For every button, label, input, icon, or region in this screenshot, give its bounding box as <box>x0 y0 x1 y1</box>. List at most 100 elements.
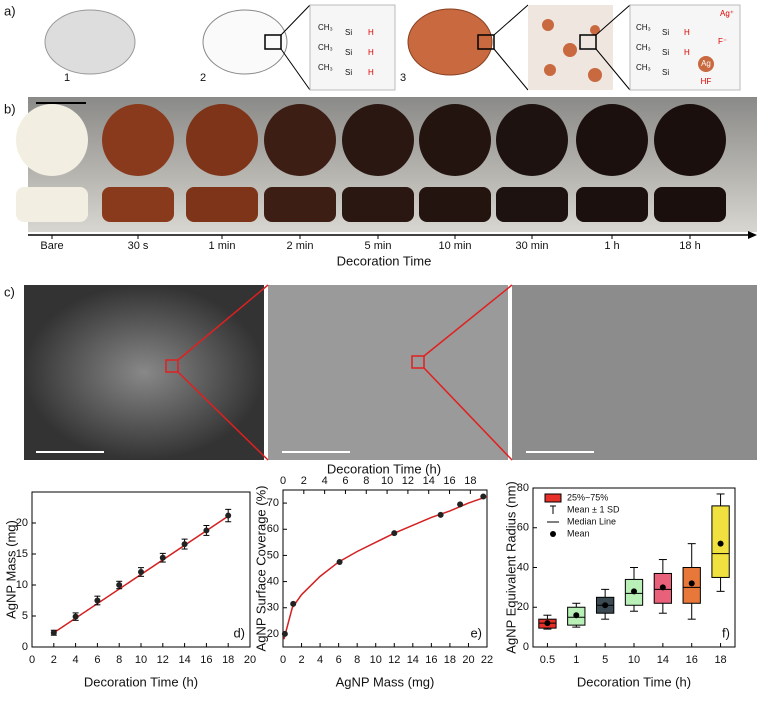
legend-swatch <box>544 493 562 503</box>
category-label: 1 min <box>209 240 236 252</box>
data-point <box>391 530 398 537</box>
y-tick-label: 20 <box>16 517 28 529</box>
data-point <box>457 501 464 508</box>
sample-top <box>496 104 568 176</box>
sample-side <box>102 187 174 222</box>
category-label: 2 min <box>287 240 314 252</box>
sample-side <box>576 187 648 222</box>
x-tick-label: 10 <box>135 654 147 666</box>
x-tick-label: 12 <box>388 654 400 666</box>
legend-label: Mean ± 1 SD <box>567 504 620 514</box>
chem-label: H <box>368 68 374 77</box>
plot-frame <box>282 489 488 648</box>
category-label: 5 min <box>365 240 392 252</box>
data-point <box>281 630 288 637</box>
sample-top <box>264 104 336 176</box>
y-tick-label: 40 <box>267 575 279 587</box>
x-tick-label: 6 <box>336 654 342 666</box>
mean-point <box>659 584 666 591</box>
sem-image <box>24 285 264 460</box>
chem-label: Si <box>345 68 352 77</box>
panel-label: c) <box>4 284 15 299</box>
data-point <box>138 568 144 575</box>
chem-label: HF <box>701 77 712 86</box>
chem-label: F⁻ <box>718 37 727 46</box>
x-tick-label: 16 <box>686 654 698 666</box>
x-tick-label: 5 <box>602 654 608 666</box>
y-tick-label: 40 <box>517 561 529 573</box>
x-tick-label: 0 <box>29 654 35 666</box>
step-label: 1 <box>64 72 70 84</box>
category-label: 30 s <box>128 240 149 252</box>
chem-label: CH₃ <box>318 23 333 32</box>
zoom-line <box>177 284 269 361</box>
y-tick-label: 5 <box>22 610 28 622</box>
sample-side <box>654 187 726 222</box>
x-tick-label: 16 <box>425 654 437 666</box>
chem-label: CH₃ <box>636 43 651 52</box>
y-tick-label: 80 <box>517 482 529 494</box>
data-point <box>336 558 343 565</box>
x-axis-label: AgNP Mass (mg) <box>336 674 435 689</box>
x-tick-label: 20 <box>244 654 256 666</box>
y-tick-label: 70 <box>267 497 279 509</box>
category-label: 30 min <box>515 240 548 252</box>
sample-side <box>496 187 568 222</box>
y-tick-label: 20 <box>517 601 529 613</box>
x-tick-label: 2 <box>298 654 304 666</box>
y-tick-label: 15 <box>16 548 28 560</box>
chem-label: H <box>684 28 690 37</box>
x-tick-label: 14 <box>178 654 190 666</box>
mean-point <box>688 580 695 587</box>
category-label: Bare <box>40 240 63 252</box>
x-axis-label: Decoration Time (h) <box>577 674 691 689</box>
zoom-line <box>423 367 513 461</box>
sample-top <box>342 104 414 176</box>
chem-label: Ag⁺ <box>720 9 734 18</box>
x-tick-label: 4 <box>73 654 79 666</box>
y-tick-label: 10 <box>16 579 28 591</box>
x-tick-label: 8 <box>354 654 360 666</box>
data-point <box>94 597 101 604</box>
x-tick-label: 18 <box>444 654 456 666</box>
chem-label: Si <box>662 48 669 57</box>
x2-tick-label: 12 <box>402 475 414 487</box>
y-tick-label: 0 <box>523 641 529 653</box>
x-tick-label: 2 <box>51 654 57 666</box>
chem-label: CH₃ <box>636 23 651 32</box>
step-label: 2 <box>200 72 206 84</box>
x-axis-label: Decoration Time (h) <box>84 674 198 689</box>
y-axis-label: AgNP Mass (mg) <box>3 520 18 619</box>
y-tick-label: 20 <box>267 628 279 640</box>
zoom-box <box>411 355 425 369</box>
data-point <box>203 527 210 534</box>
chem-label: Si <box>345 28 352 37</box>
zoom-line <box>177 371 269 461</box>
zoom-box <box>165 359 179 373</box>
x2-tick-label: 4 <box>322 475 328 487</box>
x2-tick-label: 6 <box>342 475 348 487</box>
sample-top <box>419 104 491 176</box>
data-point <box>437 511 444 518</box>
x-tick-label: 12 <box>157 654 169 666</box>
y-tick-label: 30 <box>267 602 279 614</box>
sample-top <box>654 104 726 176</box>
legend-swatch <box>550 531 556 537</box>
data-point <box>290 600 297 607</box>
x-tick-label: 10 <box>370 654 382 666</box>
data-point <box>72 613 79 620</box>
sample-side <box>16 187 88 222</box>
mean-point <box>573 612 580 619</box>
chem-label: CH₃ <box>636 63 651 72</box>
sample-side <box>419 187 491 222</box>
mean-point <box>544 620 551 627</box>
step-label: 3 <box>400 72 406 84</box>
x-tick-label: 4 <box>317 654 323 666</box>
x2-tick-label: 8 <box>363 475 369 487</box>
sem-image <box>268 285 508 460</box>
chem-label: H <box>368 48 374 57</box>
sem-image <box>512 285 757 460</box>
chem-label: Si <box>662 28 669 37</box>
data-point <box>480 493 487 500</box>
data-point <box>159 554 166 561</box>
